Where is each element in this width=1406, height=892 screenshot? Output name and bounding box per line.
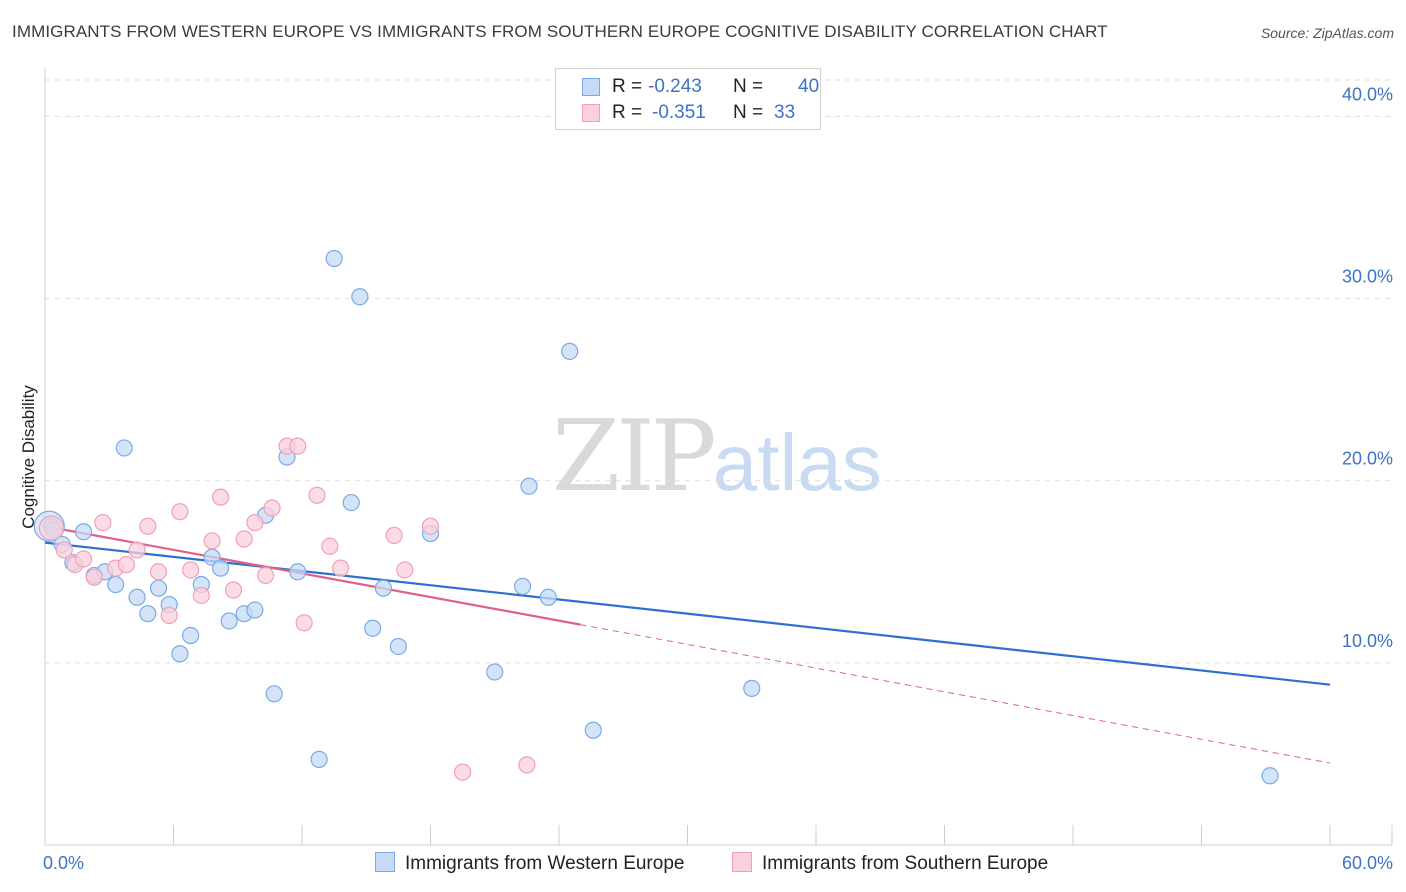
trend-lines xyxy=(44,525,1331,764)
point-southern xyxy=(139,517,157,535)
y-tick-label: 20.0% xyxy=(1342,449,1393,469)
point-western xyxy=(107,575,125,594)
point-western xyxy=(342,493,360,512)
point-southern xyxy=(321,537,339,555)
point-western xyxy=(128,588,146,606)
point-southern xyxy=(149,563,168,581)
point-western xyxy=(289,563,307,581)
point-southern xyxy=(263,499,281,517)
point-southern xyxy=(192,586,210,605)
point-southern xyxy=(224,581,243,599)
point-southern xyxy=(128,541,146,559)
watermark: ZIPatlas xyxy=(552,400,882,514)
series-label-southern: Immigrants from Southern Europe xyxy=(762,853,1049,874)
y-tick-label: 40.0% xyxy=(1342,84,1393,104)
point-southern xyxy=(396,561,414,579)
legend-r-value: -0.243 xyxy=(648,76,702,97)
legend-r-value: -0.351 xyxy=(652,102,706,123)
point-western xyxy=(182,626,200,645)
point-western xyxy=(265,685,283,703)
series-swatch-western xyxy=(375,852,395,872)
x-tick-label-min: 0.0% xyxy=(43,853,84,873)
legend-n-label: N = xyxy=(733,102,764,123)
point-southern xyxy=(256,566,275,585)
point-southern xyxy=(289,437,307,455)
point-southern xyxy=(160,606,178,625)
point-western xyxy=(351,288,369,306)
trend-line-southern-extrapolated xyxy=(580,624,1331,764)
point-western xyxy=(539,588,557,606)
watermark-zip: ZIP xyxy=(552,400,717,514)
legend-r-label: R = xyxy=(612,102,643,123)
y-tick-label: 30.0% xyxy=(1342,267,1393,287)
watermark-atlas: atlas xyxy=(712,418,882,507)
point-southern xyxy=(85,568,103,586)
x-tick-label-max: 60.0% xyxy=(1342,853,1393,873)
series-legend-southern: Immigrants from Southern Europe xyxy=(732,852,1048,875)
point-western xyxy=(513,577,532,595)
point-southern xyxy=(246,514,264,532)
point-western xyxy=(246,601,264,619)
axes xyxy=(44,68,1393,846)
point-southern xyxy=(308,486,326,504)
grid-lines xyxy=(45,79,1392,664)
point-western xyxy=(139,605,157,623)
point-western xyxy=(171,645,189,663)
chart-title: IMMIGRANTS FROM WESTERN EUROPE VS IMMIGR… xyxy=(12,22,1108,41)
series-label-western: Immigrants from Western Europe xyxy=(405,853,685,874)
axis-labels: 10.0% 20.0% 30.0% 40.0% 0.0% 60.0% Cognitive D… xyxy=(19,84,1393,873)
point-southern xyxy=(203,532,221,550)
legend-n-label: N = xyxy=(733,76,764,97)
point-western xyxy=(743,679,761,697)
trend-line-southern xyxy=(44,525,581,626)
legend-swatch-western xyxy=(582,78,600,96)
legend-swatch-southern xyxy=(582,104,600,122)
legend-n-value: 33 xyxy=(774,102,796,123)
point-southern xyxy=(454,763,472,781)
point-southern xyxy=(74,550,93,568)
legend-n-value: 40 xyxy=(798,76,820,97)
point-western xyxy=(486,663,504,681)
point-western xyxy=(74,523,93,541)
point-western xyxy=(364,619,382,637)
point-southern xyxy=(331,559,350,577)
point-southern xyxy=(182,561,200,579)
point-southern xyxy=(55,541,73,559)
point-western xyxy=(561,342,579,360)
point-southern-cluster xyxy=(38,515,65,541)
point-western xyxy=(1261,767,1279,785)
y-axis-title: Cognitive Disability xyxy=(19,385,38,529)
point-southern xyxy=(212,488,230,506)
point-western xyxy=(584,721,602,739)
series-legend-western: Immigrants from Western Europe xyxy=(375,852,684,875)
stats-legend: R = -0.243 N = 40 R = -0.351 N = 33 xyxy=(555,68,821,130)
series-swatch-southern xyxy=(732,852,752,872)
point-western xyxy=(310,750,328,768)
point-western xyxy=(115,439,133,457)
point-western xyxy=(374,579,392,597)
point-southern xyxy=(94,514,112,532)
y-tick-label: 10.0% xyxy=(1342,631,1393,651)
point-southern xyxy=(518,756,536,774)
point-western xyxy=(220,612,238,630)
point-western xyxy=(520,477,538,495)
point-western xyxy=(212,559,230,577)
point-southern xyxy=(235,530,253,548)
source-credit: Source: ZipAtlas.com xyxy=(1260,25,1394,41)
data-points xyxy=(33,249,1279,785)
point-western xyxy=(389,637,407,656)
point-southern xyxy=(385,526,403,544)
point-western xyxy=(149,579,168,597)
point-southern xyxy=(421,517,440,535)
point-southern xyxy=(171,503,189,521)
point-western xyxy=(325,249,343,268)
point-southern xyxy=(295,614,313,632)
legend-r-label: R = xyxy=(612,76,643,97)
point-southern xyxy=(117,555,135,574)
